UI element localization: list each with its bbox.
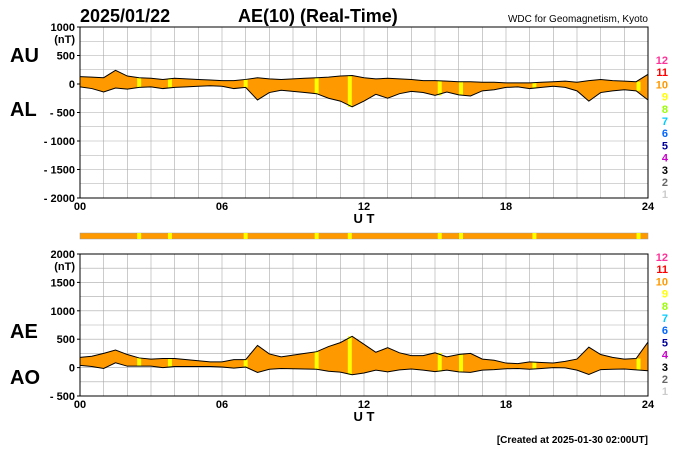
station-count-legend-item: 11 [656,67,668,79]
strip-highlight [167,233,172,239]
x-axis-label: U T [354,211,375,226]
highlight-band [532,361,537,370]
x-tick-label: 12 [358,201,370,213]
highlight-band [167,78,172,88]
y-tick-label: 1000 [51,306,75,318]
series-side-label-ae: AE [10,321,38,343]
station-count-legend-item: 2 [662,374,668,386]
highlight-band [314,351,319,370]
station-count-legend-item: 4 [662,350,669,362]
x-tick-label: 12 [358,399,370,411]
station-count-legend-item: 4 [662,153,669,165]
x-axis-label: U T [354,409,375,424]
station-count-legend-item: 7 [662,313,668,325]
panel-au-al [77,26,649,199]
highlight-band [459,81,464,95]
y-tick-label: - 2000 [44,193,75,205]
station-count-legend-item: 7 [662,116,668,128]
y-tick-label: 1500 [51,277,75,289]
station-count-legend-item: 6 [662,128,668,140]
x-tick-label: 18 [500,201,512,213]
strip-highlight [459,233,464,239]
strip-highlight [347,233,352,239]
y-tick-label: 0 [69,363,75,375]
station-count-legend-item: 9 [662,289,668,301]
y-tick-label: 0 [69,79,75,91]
station-count-legend-item: 1 [662,189,668,201]
station-count-legend-item: 10 [656,276,668,288]
station-count-legend-item: 5 [662,140,668,152]
strip-highlight [137,233,142,239]
highlight-band [137,77,142,88]
highlight-band [167,358,172,367]
created-timestamp: [Created at 2025-01-30 02:00UT] [497,435,648,446]
station-count-legend-item: 6 [662,325,668,337]
strip-base [79,232,649,240]
station-count-strip [79,232,649,240]
series-side-label-au: AU [10,45,39,67]
highlight-band [314,77,319,94]
panel-ae-ao [77,253,649,397]
source-label: WDC for Geomagnetism, Kyoto [508,14,648,25]
station-count-legend-item: 8 [662,301,668,313]
x-tick-label: 24 [642,399,655,411]
chart-title: AE(10) (Real-Time) [238,6,398,26]
station-count-legend-item: 2 [662,177,668,189]
strip-highlight [314,233,319,239]
highlight-band [437,352,442,372]
highlight-band [347,336,352,375]
highlight-band [636,81,641,91]
x-tick-label: 00 [74,399,86,411]
x-tick-label: 24 [642,201,655,213]
highlight-band [347,75,352,107]
station-count-legend-item: 5 [662,337,668,349]
series-line-ae [79,335,649,365]
plot-frame-ae-ao [79,253,649,397]
chart-date: 2025/01/22 [80,6,170,26]
x-tick-label: 00 [74,201,86,213]
series-side-label-al: AL [10,99,37,121]
x-tick-label: 18 [500,399,512,411]
strip-highlight [243,233,248,239]
station-count-legend-item: 8 [662,104,668,116]
station-count-legend-item: 12 [656,55,668,67]
station-count-legend-item: 11 [656,264,668,276]
series-line-al [79,85,649,108]
y-tick-label: 1000 [51,22,75,34]
x-tick-label: 06 [216,201,228,213]
strip-highlight [636,233,641,239]
y-tick-label: 500 [57,51,75,63]
y-tick-label: - 500 [50,391,75,403]
highlight-band [243,79,248,88]
strip-highlight [532,233,537,239]
strip-highlight [437,233,442,239]
highlight-band [459,354,464,372]
y-unit-label: (nT) [54,34,75,46]
area-fill-au-al [80,70,648,107]
y-tick-label: - 1000 [44,136,75,148]
highlight-band [243,359,248,368]
area-fill-ae-ao [80,336,648,375]
series-line-au [79,69,649,84]
station-count-legend-item: 3 [662,165,668,177]
y-tick-label: - 1500 [44,165,75,177]
station-count-legend-item: 3 [662,362,668,374]
highlight-band [137,357,142,367]
y-tick-label: 2000 [51,249,75,261]
y-unit-label: (nT) [54,261,75,273]
x-tick-label: 06 [216,399,228,411]
y-tick-label: 500 [57,334,75,346]
station-count-legend-item: 10 [656,79,668,91]
station-count-legend-item: 12 [656,252,668,264]
station-count-legend-item: 9 [662,92,668,104]
series-side-label-ao: AO [10,367,40,389]
highlight-band [532,82,537,89]
y-tick-label: - 500 [50,108,75,120]
station-count-legend-item: 1 [662,386,668,398]
series-line-ao [79,362,649,376]
highlight-band [437,80,442,96]
highlight-band [636,358,641,370]
